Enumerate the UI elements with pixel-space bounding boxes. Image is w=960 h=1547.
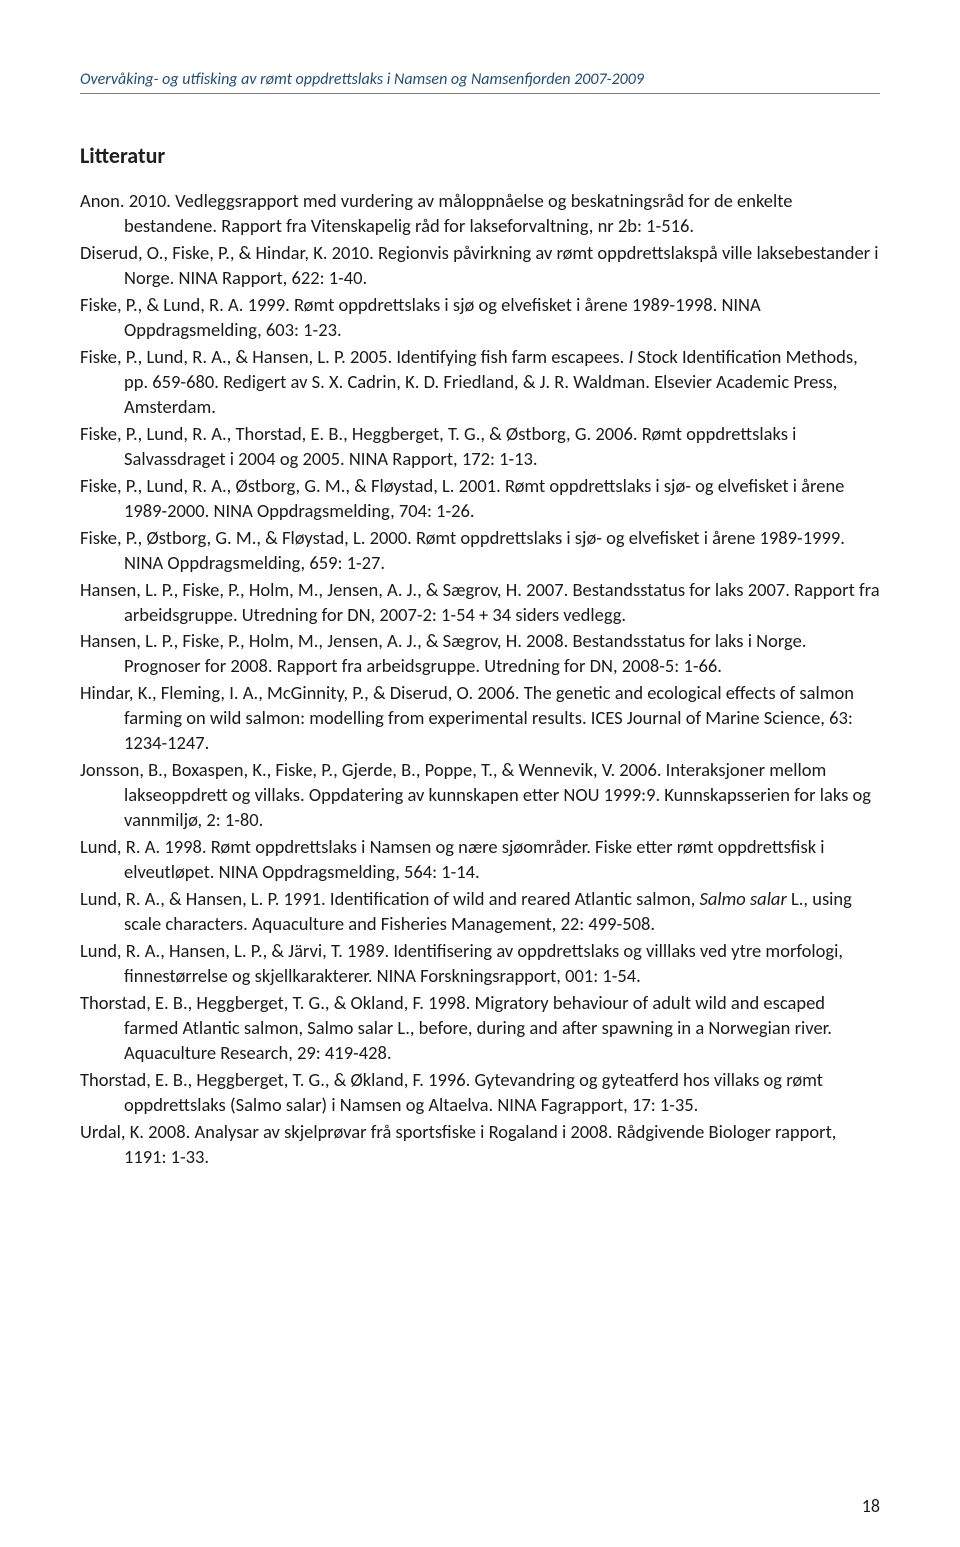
reference-item: Diserud, O., Fiske, P., & Hindar, K. 201… <box>80 241 880 291</box>
reference-item: Fiske, P., & Lund, R. A. 1999. Rømt oppd… <box>80 293 880 343</box>
reference-item: Urdal, K. 2008. Analysar av skjelprøvar … <box>80 1120 880 1170</box>
section-heading: Litteratur <box>80 142 880 169</box>
running-header: Overvåking- og utfisking av rømt oppdret… <box>80 70 880 94</box>
reference-item: Anon. 2010. Vedleggsrapport med vurderin… <box>80 189 880 239</box>
reference-item: Hindar, K., Fleming, I. A., McGinnity, P… <box>80 681 880 756</box>
reference-item: Lund, R. A., & Hansen, L. P. 1991. Ident… <box>80 887 880 937</box>
reference-item: Fiske, P., Østborg, G. M., & Fløystad, L… <box>80 526 880 576</box>
reference-item: Jonsson, B., Boxaspen, K., Fiske, P., Gj… <box>80 758 880 833</box>
reference-item: Fiske, P., Lund, R. A., Østborg, G. M., … <box>80 474 880 524</box>
reference-item: Lund, R. A., Hansen, L. P., & Järvi, T. … <box>80 939 880 989</box>
reference-item: Fiske, P., Lund, R. A., Thorstad, E. B.,… <box>80 422 880 472</box>
reference-item: Lund, R. A. 1998. Rømt oppdrettslaks i N… <box>80 835 880 885</box>
document-page: Overvåking- og utfisking av rømt oppdret… <box>0 0 960 1547</box>
reference-item: Thorstad, E. B., Heggberget, T. G., & Ok… <box>80 991 880 1066</box>
reference-item: Hansen, L. P., Fiske, P., Holm, M., Jens… <box>80 578 880 628</box>
reference-item: Thorstad, E. B., Heggberget, T. G., & Øk… <box>80 1068 880 1118</box>
references-list: Anon. 2010. Vedleggsrapport med vurderin… <box>80 189 880 1170</box>
reference-item: Hansen, L. P., Fiske, P., Holm, M., Jens… <box>80 629 880 679</box>
reference-item: Fiske, P., Lund, R. A., & Hansen, L. P. … <box>80 345 880 420</box>
page-number: 18 <box>862 1495 880 1517</box>
